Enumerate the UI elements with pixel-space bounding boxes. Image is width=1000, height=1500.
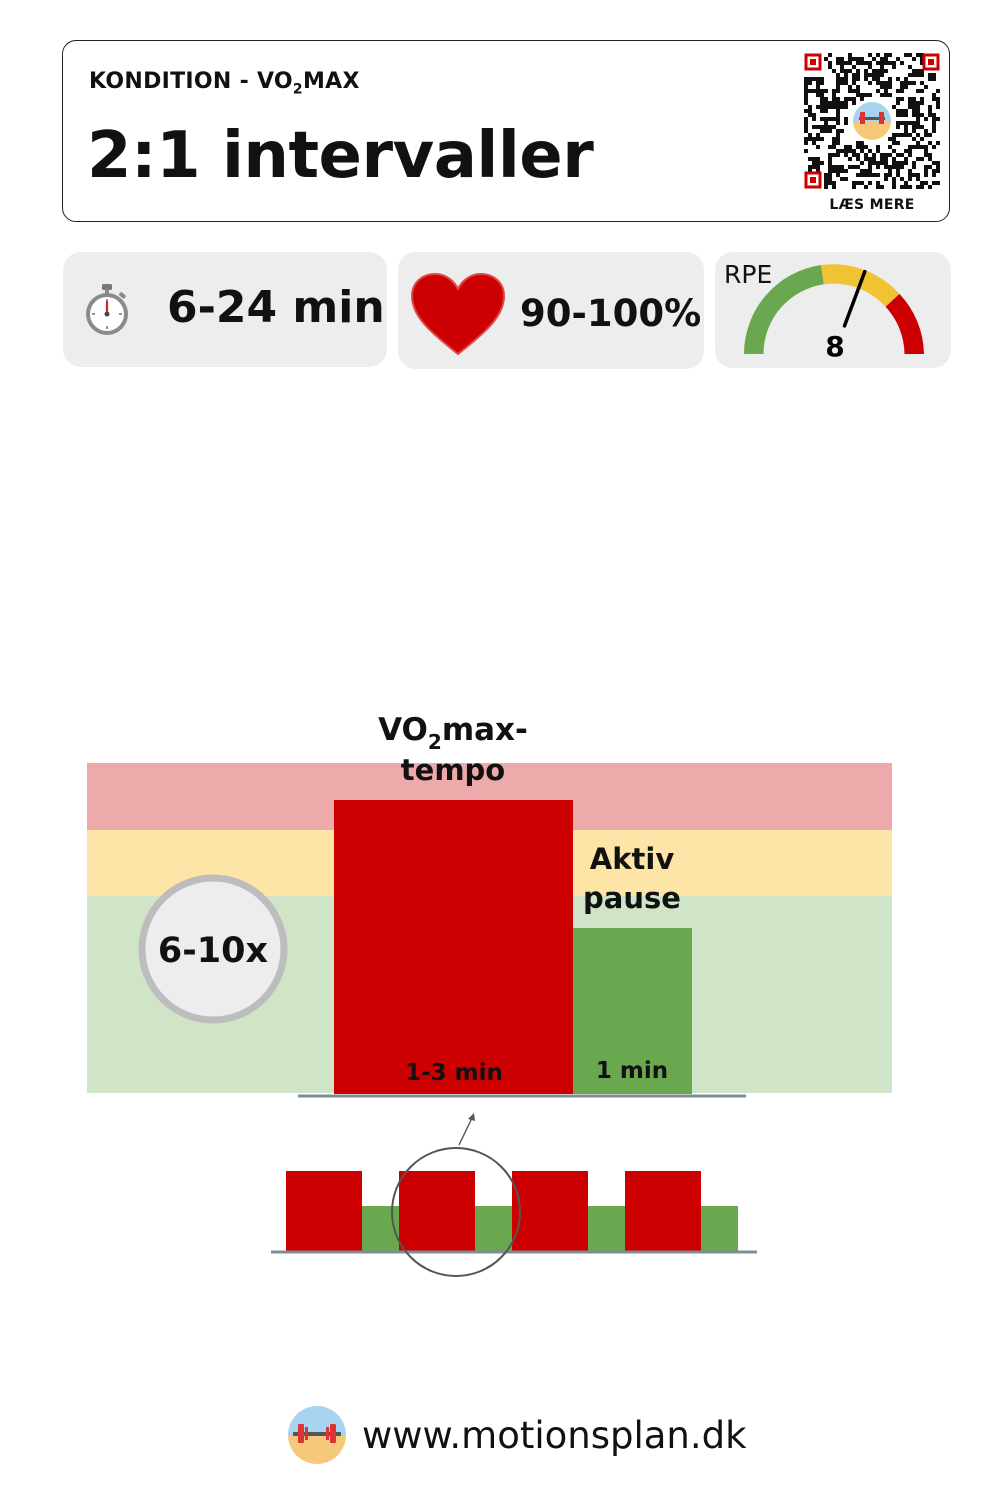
qr-finder-bottom-left <box>804 171 822 189</box>
sequence-work-bar <box>286 1171 362 1251</box>
repeat-label: 6-10x <box>158 931 269 971</box>
stopwatch-icon <box>86 284 128 335</box>
qr-center-logo-icon <box>850 99 894 143</box>
duration-value: 6-24 min <box>167 282 385 333</box>
heart-icon <box>410 272 506 356</box>
sequence-rest-bar <box>588 1206 625 1251</box>
motionsplan-logo-icon[interactable] <box>287 1405 347 1465</box>
zoom-circle <box>391 1147 521 1277</box>
sequence-rest-bar <box>701 1206 738 1251</box>
rpe-gauge-needle <box>842 269 867 328</box>
zoom-arrow-head <box>468 1113 475 1121</box>
interval-sequence <box>271 1113 757 1277</box>
page-title: 2:1 intervaller <box>87 119 594 193</box>
rpe-card: RPE 8 <box>715 252 951 368</box>
repeat-badge <box>138 874 288 1024</box>
rpe-value: 8 <box>825 330 844 363</box>
zone-low <box>87 896 892 1093</box>
sequence-work-bar <box>399 1171 475 1251</box>
read-more-link[interactable]: LÆS MERE <box>829 197 915 213</box>
work-duration-label: 1-3 min <box>405 1060 503 1086</box>
rpe-gauge-low-segment <box>744 265 824 354</box>
zoom-arrow-icon <box>458 1117 473 1146</box>
category-label: KONDITION - VO2MAX <box>89 69 360 98</box>
sequence-rest-bar <box>362 1206 399 1251</box>
work-label: VO2max- <box>378 712 528 754</box>
header-card: KONDITION - VO2MAX 2:1 intervaller <box>62 40 950 222</box>
sequence-rest-bar <box>475 1206 512 1251</box>
sequence-work-bar <box>512 1171 588 1251</box>
work-label-line2: tempo <box>401 753 505 787</box>
rest-bar <box>573 928 692 1094</box>
rest-duration-label: 1 min <box>596 1058 668 1084</box>
rpe-gauge: 8 <box>744 264 924 363</box>
zone-mid <box>87 830 892 896</box>
duration-card: 6-24 min <box>63 252 387 367</box>
qr-code-icon[interactable] <box>804 53 940 189</box>
rest-label-line1: Aktiv <box>590 842 675 876</box>
qr-finder-top-left <box>804 53 822 71</box>
qr-finder-top-right <box>922 53 940 71</box>
rest-label-line2: pause <box>583 881 681 915</box>
website-link[interactable]: www.motionsplan.dk <box>362 1414 747 1457</box>
rpe-label: RPE <box>724 260 773 289</box>
zone-high <box>87 763 892 830</box>
heart-rate-card: 90-100% <box>398 252 704 369</box>
sequence-work-bar <box>625 1171 701 1251</box>
heart-rate-value: 90-100% <box>520 292 702 335</box>
rpe-gauge-high-segment <box>885 293 924 354</box>
work-bar <box>334 800 573 1094</box>
